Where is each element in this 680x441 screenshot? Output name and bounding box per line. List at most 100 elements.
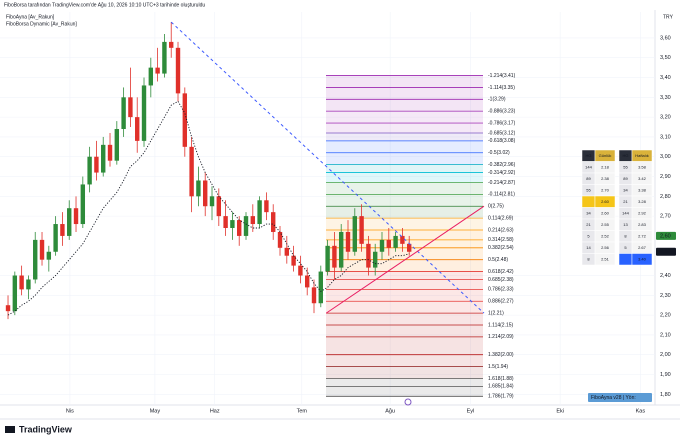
- fib-band: [326, 152, 483, 165]
- fib-band: [326, 336, 483, 355]
- table-cell-text: 2.51: [601, 256, 610, 261]
- candle-body: [87, 156, 92, 185]
- x-tick-label: Eyl: [467, 408, 475, 414]
- table-cell: [618, 253, 633, 266]
- table-cell-text: 8: [624, 233, 627, 238]
- fib-label: 1(2.21): [488, 310, 504, 316]
- fib-label: 0.685(2.38): [488, 277, 514, 283]
- table-cell-text: 5: [587, 233, 590, 238]
- dynamic-line: [7, 100, 410, 316]
- y-tick-label: 2,40: [660, 273, 671, 279]
- indicator-label: FiboBorsa Dynamic [Av_Rakun]: [6, 21, 77, 27]
- fib-label: -0.114(2.81): [488, 192, 515, 198]
- table-cell-text: 144: [585, 164, 592, 169]
- caption: FiboBorsa tarafından TradingView.com'de …: [4, 2, 205, 8]
- y-tick-label: 2,80: [660, 194, 671, 200]
- logo-icon: [5, 426, 15, 433]
- table-cell-text: 3.42: [638, 176, 647, 181]
- fib-band: [326, 132, 483, 141]
- candle-body: [250, 216, 256, 225]
- x-tick-label: Haz: [210, 408, 220, 414]
- table-cell-text: 2.60: [601, 199, 610, 204]
- badge-bg: [588, 393, 652, 402]
- table-cell-text: 2.38: [601, 176, 610, 181]
- candle-body: [406, 243, 412, 252]
- y-tick-label: 2,90: [660, 174, 671, 180]
- candle-body: [60, 224, 65, 236]
- candle-body: [243, 216, 249, 236]
- candle-body: [121, 97, 126, 130]
- table-cell: [594, 253, 616, 266]
- fib-label: 1.685(1.84): [488, 384, 514, 390]
- table-cell: [581, 195, 596, 208]
- candle-body: [393, 235, 398, 248]
- fib-band: [326, 378, 483, 387]
- y-tick-label: 3,60: [660, 35, 671, 41]
- fib-band: [326, 279, 483, 290]
- y-tick-label: 2,10: [660, 332, 671, 338]
- fib-band: [326, 366, 483, 379]
- fib-band: [326, 289, 483, 302]
- candle-body: [291, 255, 296, 266]
- candle-body: [33, 239, 38, 280]
- fib-band: [326, 354, 483, 367]
- fib-label: -0.685(3.12): [488, 130, 516, 136]
- fib-band: [326, 218, 483, 230]
- fib-band: [326, 386, 483, 397]
- candle-body: [12, 275, 18, 312]
- candle-body: [114, 129, 120, 161]
- candle-body: [189, 146, 194, 197]
- candle-body: [311, 287, 317, 304]
- fib-band: [326, 229, 483, 240]
- candle-body: [257, 200, 262, 225]
- table-cell-text: 13: [623, 222, 628, 227]
- x-tick-label: Eki: [556, 408, 564, 414]
- candle-body: [237, 220, 242, 236]
- candle-body: [386, 239, 391, 248]
- candle-body: [305, 275, 310, 288]
- table-header: Haftalık: [635, 153, 649, 158]
- table-cell-text: 2.18: [601, 164, 610, 169]
- candle-body: [39, 239, 45, 260]
- table-header: HG: [623, 153, 629, 158]
- candle-body: [135, 117, 140, 141]
- fib-band: [326, 172, 483, 183]
- fib-band: [326, 259, 483, 272]
- price-label: 2,60: [660, 233, 671, 239]
- fib-band: [326, 325, 483, 337]
- fib-label: -1(3.29): [488, 97, 506, 103]
- table-cell-text: 14: [586, 245, 591, 250]
- fib-label: -1.214(3.41): [488, 73, 516, 79]
- fib-label: -0.618(3.08): [488, 138, 516, 144]
- table-cell-text: 144: [622, 210, 629, 215]
- candle-body: [169, 41, 174, 48]
- candle-body: [182, 93, 188, 147]
- trendline: [170, 21, 485, 314]
- fib-band: [326, 140, 483, 153]
- candle-body: [175, 47, 181, 94]
- fib-label: 1.5(1.94): [488, 364, 508, 370]
- fib-label: 0.618(2.42): [488, 269, 514, 275]
- table-cell: [631, 253, 653, 266]
- candle-body: [26, 279, 31, 290]
- fib-band: [326, 271, 483, 280]
- candle-body: [366, 243, 371, 268]
- fib-label: 0.214(2.63): [488, 227, 514, 233]
- candle-body: [223, 216, 228, 229]
- table-cell-text: 8: [587, 256, 590, 261]
- candle-body: [271, 212, 276, 232]
- y-tick-label: 3,30: [660, 95, 671, 101]
- table-cell-text: 89: [623, 176, 628, 181]
- marker: [404, 398, 412, 406]
- fib-band: [326, 194, 483, 207]
- candle-body: [67, 208, 72, 236]
- table-cell-text: 3.58: [638, 164, 647, 169]
- candle-body: [400, 235, 405, 244]
- fib-label: 0.886(2.27): [488, 299, 514, 305]
- table-header: Günlük: [599, 153, 612, 158]
- fib-band: [326, 247, 483, 260]
- fib-band: [326, 206, 483, 219]
- fib-label: 1.786(1.79): [488, 394, 514, 400]
- candle-body: [332, 245, 337, 268]
